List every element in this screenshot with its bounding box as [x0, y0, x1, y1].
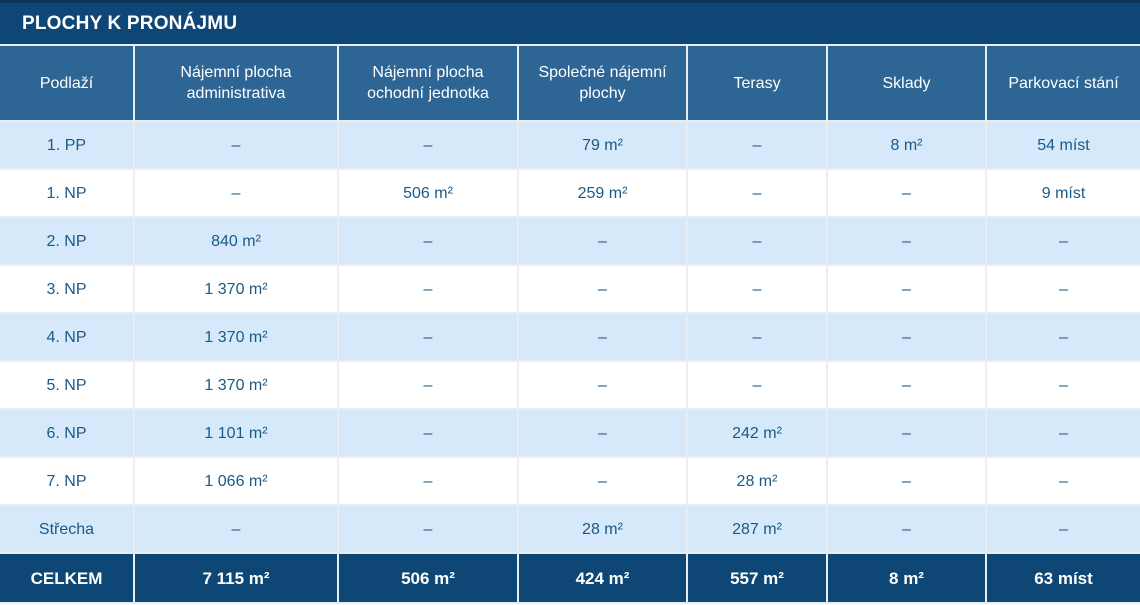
column-header-podlazi: Podlaží — [0, 46, 133, 120]
column-header-sklady: Sklady — [828, 46, 985, 120]
value-cell: 54 míst — [987, 122, 1140, 168]
value-cell: – — [987, 314, 1140, 360]
total-value-cell: 506 m² — [339, 554, 517, 602]
value-cell: 840 m² — [135, 218, 337, 264]
header-row: Podlaží Nájemní plocha administrativa Ná… — [0, 46, 1140, 120]
table-title-bar: PLOCHY K PRONÁJMU — [0, 0, 1140, 44]
value-cell: – — [828, 410, 985, 456]
total-row: CELKEM 7 115 m² 506 m² 424 m² 557 m² 8 m… — [0, 554, 1140, 602]
value-cell: – — [519, 458, 686, 504]
value-cell: – — [688, 362, 826, 408]
value-cell: 8 m² — [828, 122, 985, 168]
value-cell: – — [688, 314, 826, 360]
value-cell: – — [339, 410, 517, 456]
value-cell: – — [339, 506, 517, 552]
table-title: PLOCHY K PRONÁJMU — [22, 12, 238, 34]
value-cell: – — [135, 506, 337, 552]
total-value-cell: 7 115 m² — [135, 554, 337, 602]
value-cell: 1 370 m² — [135, 362, 337, 408]
value-cell: – — [987, 266, 1140, 312]
total-label: CELKEM — [0, 554, 133, 602]
value-cell: – — [688, 266, 826, 312]
column-header-terasy: Terasy — [688, 46, 826, 120]
table-row: 4. NP 1 370 m² – – – – – — [0, 314, 1140, 360]
value-cell: – — [339, 458, 517, 504]
value-cell: 242 m² — [688, 410, 826, 456]
floor-cell: Střecha — [0, 506, 133, 552]
value-cell: – — [688, 218, 826, 264]
value-cell: – — [828, 314, 985, 360]
value-cell: 1 066 m² — [135, 458, 337, 504]
value-cell: – — [828, 266, 985, 312]
value-cell: – — [519, 218, 686, 264]
value-cell: 259 m² — [519, 170, 686, 216]
table-row: 2. NP 840 m² – – – – – — [0, 218, 1140, 264]
floor-cell: 1. PP — [0, 122, 133, 168]
value-cell: – — [339, 362, 517, 408]
value-cell: – — [339, 266, 517, 312]
floor-cell: 4. NP — [0, 314, 133, 360]
column-header-najemni-plocha-administrativa: Nájemní plocha administrativa — [135, 46, 337, 120]
value-cell: – — [828, 458, 985, 504]
floor-cell: 5. NP — [0, 362, 133, 408]
value-cell: – — [828, 362, 985, 408]
value-cell: – — [828, 506, 985, 552]
total-value-cell: 557 m² — [688, 554, 826, 602]
total-value-cell: 8 m² — [828, 554, 985, 602]
value-cell: – — [987, 458, 1140, 504]
value-cell: – — [339, 122, 517, 168]
table-row: Střecha – – 28 m² 287 m² – – — [0, 506, 1140, 552]
value-cell: – — [519, 410, 686, 456]
column-header-parkovaci-stani: Parkovací stání — [987, 46, 1140, 120]
value-cell: – — [519, 362, 686, 408]
column-header-najemni-plocha-ochodni-jednotka: Nájemní plocha ochodní jednotka — [339, 46, 517, 120]
value-cell: – — [987, 506, 1140, 552]
value-cell: 1 101 m² — [135, 410, 337, 456]
total-value-cell: 63 míst — [987, 554, 1140, 602]
value-cell: – — [519, 314, 686, 360]
floor-cell: 3. NP — [0, 266, 133, 312]
value-cell: – — [339, 218, 517, 264]
table-row: 3. NP 1 370 m² – – – – – — [0, 266, 1140, 312]
value-cell: 28 m² — [519, 506, 686, 552]
value-cell: – — [987, 218, 1140, 264]
table-row: 1. PP – – 79 m² – 8 m² 54 míst — [0, 122, 1140, 168]
value-cell: – — [987, 362, 1140, 408]
value-cell: 28 m² — [688, 458, 826, 504]
table-row: 5. NP 1 370 m² – – – – – — [0, 362, 1140, 408]
value-cell: – — [828, 218, 985, 264]
value-cell: – — [339, 314, 517, 360]
value-cell: 1 370 m² — [135, 266, 337, 312]
total-value-cell: 424 m² — [519, 554, 686, 602]
value-cell: – — [688, 122, 826, 168]
value-cell: – — [135, 122, 337, 168]
table-row: 6. NP 1 101 m² – – 242 m² – – — [0, 410, 1140, 456]
value-cell: – — [135, 170, 337, 216]
value-cell: 1 370 m² — [135, 314, 337, 360]
value-cell: 79 m² — [519, 122, 686, 168]
table-row: 7. NP 1 066 m² – – 28 m² – – — [0, 458, 1140, 504]
column-header-spolecne-najemni-plochy: Společné nájemní plochy — [519, 46, 686, 120]
value-cell: 9 míst — [987, 170, 1140, 216]
floor-cell: 6. NP — [0, 410, 133, 456]
value-cell: – — [519, 266, 686, 312]
value-cell: 506 m² — [339, 170, 517, 216]
floor-cell: 2. NP — [0, 218, 133, 264]
table-row: 1. NP – 506 m² 259 m² – – 9 míst — [0, 170, 1140, 216]
floor-cell: 7. NP — [0, 458, 133, 504]
floor-cell: 1. NP — [0, 170, 133, 216]
value-cell: 287 m² — [688, 506, 826, 552]
value-cell: – — [828, 170, 985, 216]
value-cell: – — [688, 170, 826, 216]
value-cell: – — [987, 410, 1140, 456]
